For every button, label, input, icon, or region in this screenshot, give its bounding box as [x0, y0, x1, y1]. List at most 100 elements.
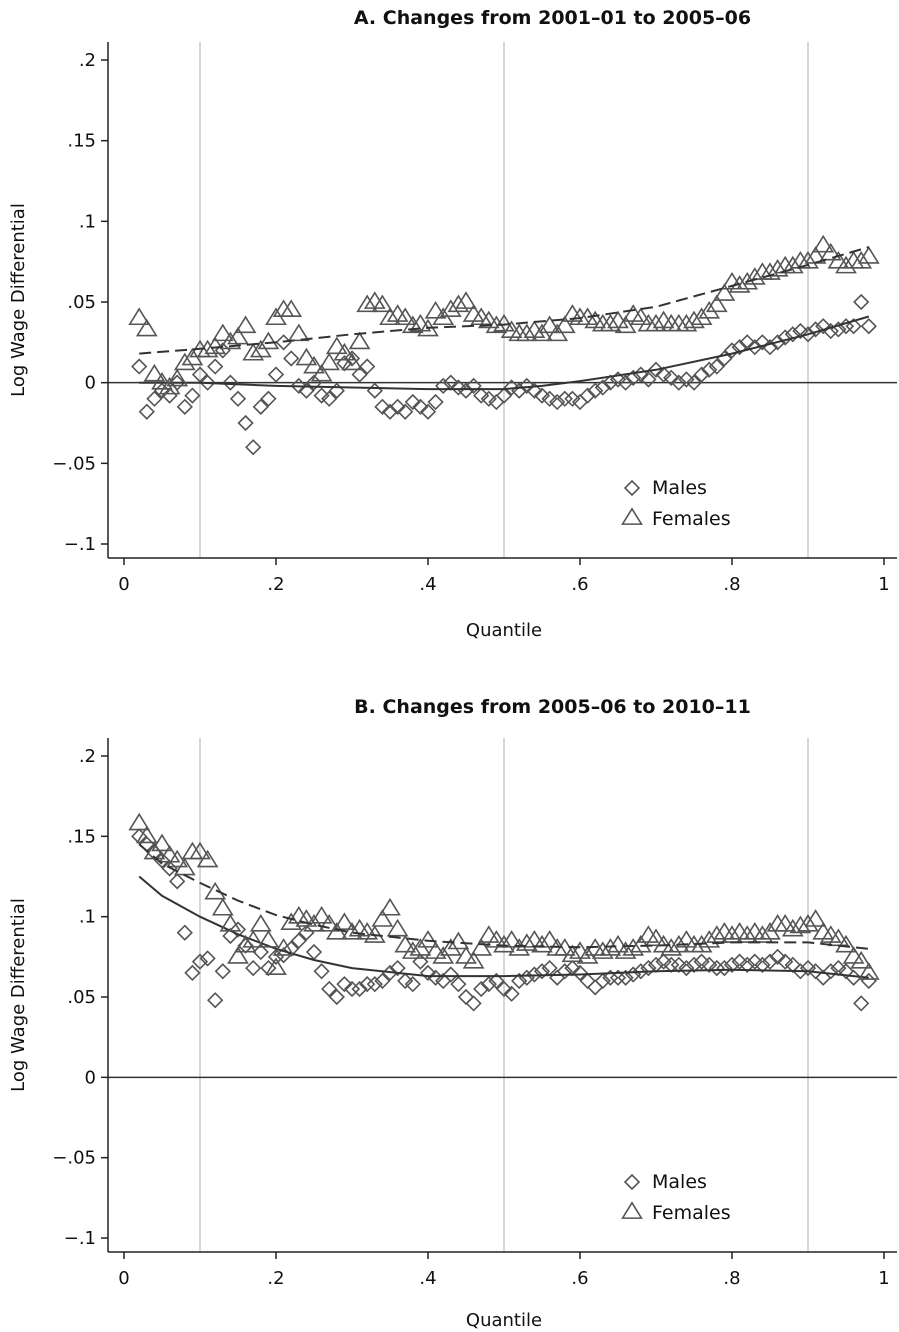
data-point: [607, 310, 629, 329]
data-point: [789, 915, 812, 934]
data-point: [305, 943, 323, 961]
y-tick-label: .05: [67, 292, 96, 313]
y-tick-label: 0: [85, 1067, 96, 1088]
data-point: [736, 925, 759, 943]
data-point: [857, 962, 880, 980]
data-point: [450, 976, 467, 993]
data-point: [480, 390, 497, 407]
data-point: [169, 873, 186, 890]
data-point: [242, 342, 265, 361]
data-point: [234, 315, 257, 334]
x-tick-label: .4: [419, 1268, 436, 1289]
y-tick-label: .2: [79, 50, 96, 71]
data-point: [845, 969, 862, 986]
data-point: [531, 934, 553, 953]
data-point: [245, 959, 262, 977]
data-point: [401, 941, 424, 959]
data-point: [128, 307, 151, 326]
data-point: [204, 336, 227, 355]
x-tick-label: .4: [419, 574, 436, 595]
data-point: [366, 976, 383, 993]
data-point: [318, 913, 341, 932]
data-point: [462, 950, 485, 969]
data-point: [151, 833, 173, 852]
data-point: [199, 950, 216, 967]
data-point: [587, 979, 604, 996]
data-point: [435, 377, 452, 395]
data-point: [310, 905, 333, 924]
data-point: [176, 398, 193, 415]
data-point: [245, 439, 262, 456]
data-point: [196, 849, 219, 868]
data-point: [685, 374, 703, 391]
data-point: [439, 938, 462, 956]
x-tick-label: .8: [723, 574, 740, 595]
data-point: [412, 398, 429, 415]
data-point: [754, 334, 771, 351]
data-point: [675, 930, 698, 948]
data-point: [663, 369, 680, 386]
data-point: [480, 976, 497, 993]
data-point: [637, 925, 660, 943]
data-point: [739, 956, 756, 973]
data-point: [594, 379, 611, 396]
data-point: [295, 347, 318, 366]
data-point: [617, 374, 634, 391]
data-point: [252, 943, 269, 961]
data-point: [784, 326, 801, 343]
x-axis-label: Quantile: [466, 1310, 542, 1331]
data-point: [812, 234, 835, 253]
data-point: [447, 294, 470, 313]
data-point: [850, 950, 873, 969]
data-point: [166, 368, 189, 387]
data-point: [609, 969, 627, 986]
y-tick-label: −.05: [52, 453, 96, 474]
data-point: [652, 310, 675, 329]
data-point: [283, 940, 300, 957]
data-point: [746, 953, 763, 970]
data-point: [819, 242, 842, 261]
x-tick-label: 0: [118, 574, 129, 595]
data-point: [389, 398, 406, 415]
data-point: [412, 953, 429, 970]
data-point: [219, 913, 242, 932]
data-point: [845, 318, 862, 335]
data-point: [310, 363, 333, 382]
series-females: [128, 234, 880, 395]
x-tick-label: 1: [878, 1268, 889, 1289]
data-point: [860, 972, 877, 990]
data-point: [450, 379, 467, 396]
legend-marker-females: [621, 507, 643, 525]
data-point: [151, 371, 173, 390]
data-point: [503, 985, 520, 1002]
data-point: [267, 366, 285, 383]
data-point: [556, 390, 573, 407]
data-point: [857, 246, 880, 264]
data-point: [211, 897, 234, 916]
data-point: [280, 299, 303, 317]
data-point: [774, 913, 797, 932]
data-point: [363, 925, 386, 943]
data-point: [455, 291, 477, 309]
data-point: [655, 366, 672, 383]
data-point: [761, 953, 779, 970]
data-point: [298, 382, 315, 399]
data-point: [683, 310, 705, 329]
data-point: [515, 933, 538, 951]
data-point: [579, 387, 596, 404]
data-point: [693, 366, 710, 383]
legend-marker-males: [623, 479, 641, 497]
data-point: [214, 963, 231, 980]
data-point: [815, 318, 832, 335]
y-tick-label: .1: [79, 211, 96, 232]
y-tick-label: .1: [79, 907, 96, 928]
data-point: [678, 959, 695, 977]
data-point: [629, 934, 652, 953]
legend-marker-males: [623, 1173, 641, 1191]
data-point: [835, 934, 857, 953]
data-point: [716, 959, 733, 977]
data-point: [135, 318, 158, 337]
data-point: [842, 946, 865, 964]
data-point: [685, 956, 703, 973]
fit-line-females: [139, 246, 870, 355]
